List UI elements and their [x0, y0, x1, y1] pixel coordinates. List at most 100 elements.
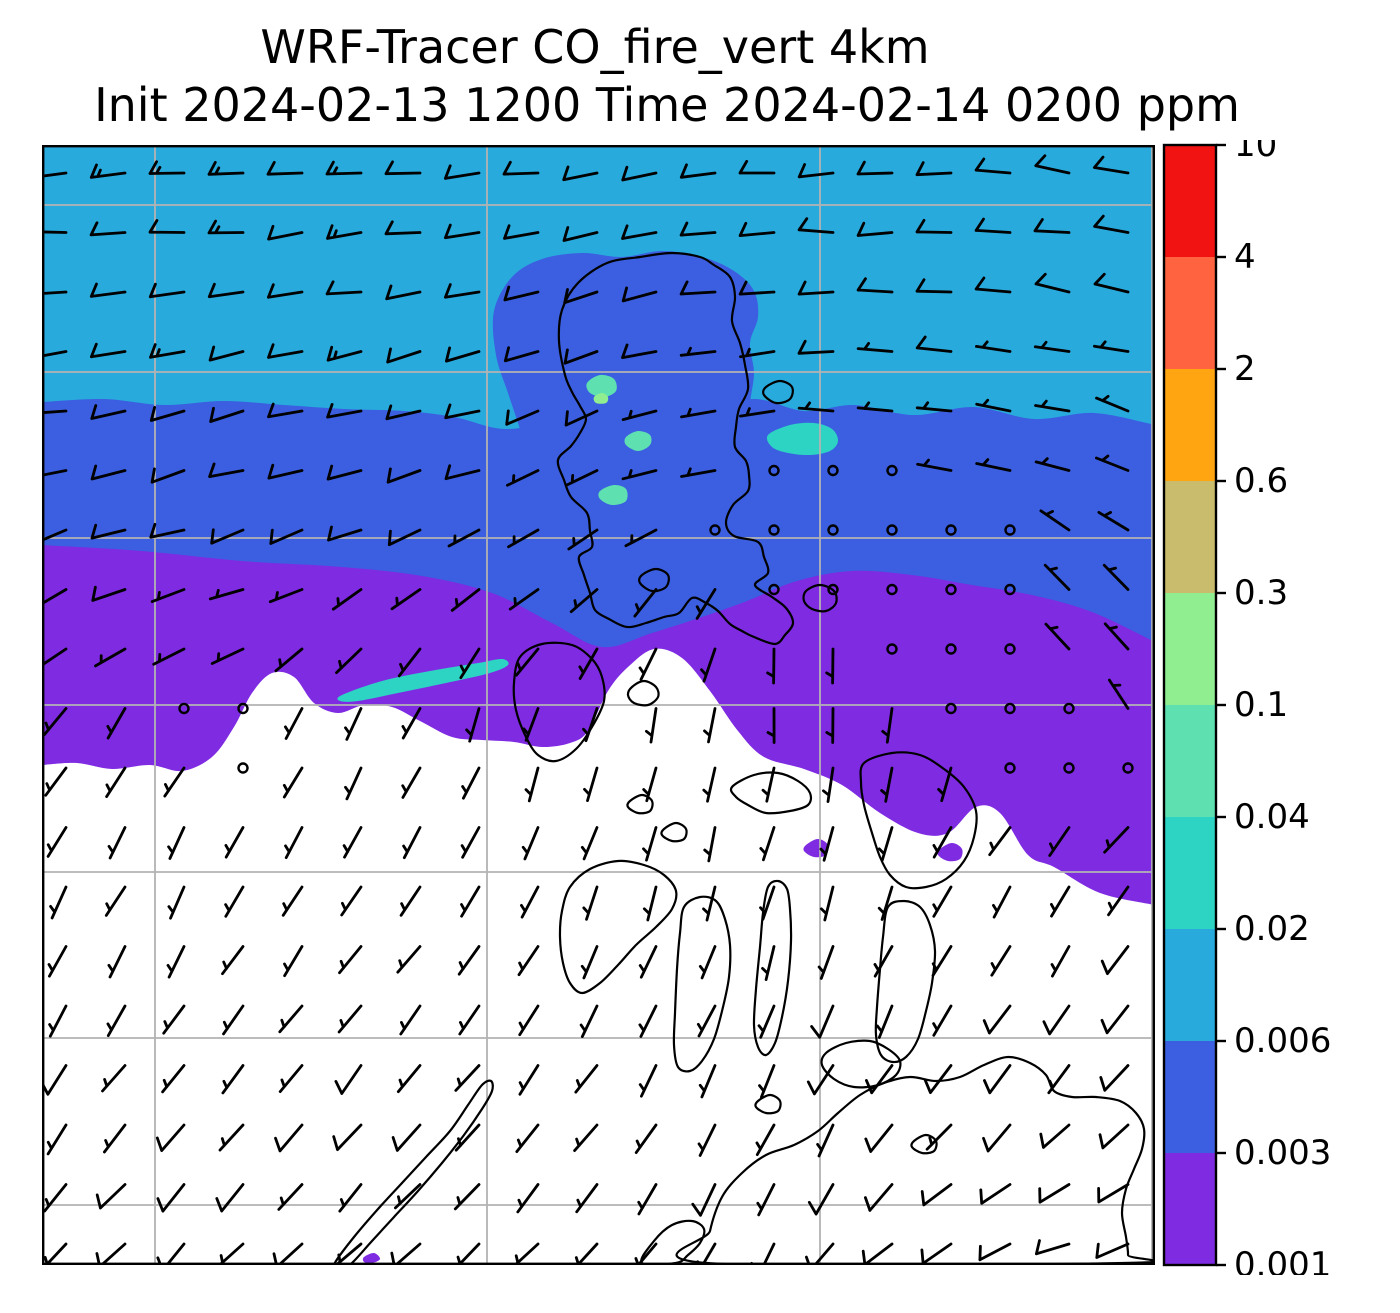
- wind-barb: [386, 467, 422, 484]
- wind-barb: [877, 885, 894, 921]
- wind-barb: [1095, 1242, 1130, 1259]
- coastline-mindanao: [675, 1055, 1155, 1265]
- purple-speck-bottom: [362, 1252, 381, 1264]
- wind-barb: [167, 885, 186, 920]
- wind-barb: [621, 286, 658, 303]
- coastline-negros: [672, 895, 732, 1073]
- wind-barb: [457, 945, 481, 976]
- wind-barb: [679, 163, 717, 179]
- wind-barb: [344, 766, 363, 801]
- wind-barb: [645, 707, 658, 744]
- wind-barb: [284, 707, 304, 740]
- wind-barb: [150, 467, 186, 484]
- wind-barb: [974, 217, 1012, 234]
- wind-barb: [797, 280, 835, 296]
- wind-barb: [152, 647, 186, 666]
- coastline-luzon: [556, 251, 795, 646]
- lightgreen-speck: [593, 393, 609, 404]
- colorbar-segment: [1164, 705, 1216, 818]
- wind-barb: [326, 345, 363, 362]
- wind-barb: [739, 407, 776, 418]
- colorbar-tick-label: 0.3: [1234, 573, 1288, 613]
- wind-barb: [696, 1004, 717, 1038]
- calm-wind-circle: [945, 643, 957, 655]
- wind-barb: [274, 647, 304, 673]
- coastline-cebu: [752, 879, 793, 1057]
- wind-barb: [758, 1064, 776, 1099]
- wind-barb: [806, 1064, 835, 1096]
- wind-barb: [334, 1064, 363, 1095]
- wind-barb: [817, 945, 835, 980]
- wind-barb: [925, 1123, 953, 1151]
- wind-barb: [447, 528, 481, 548]
- wind-barb: [700, 647, 717, 683]
- wind-barb: [344, 707, 363, 741]
- calm-wind-circle: [1004, 643, 1016, 655]
- wind-barb: [335, 647, 363, 674]
- wind-barb: [42, 588, 68, 606]
- coastline-zamboanga-lobe: [640, 1219, 706, 1265]
- wind-barb: [162, 1004, 186, 1035]
- wind-barb: [283, 945, 304, 978]
- wind-barb: [331, 588, 363, 611]
- wind-barb: [332, 1123, 363, 1151]
- wind-barb: [107, 945, 127, 979]
- wind-barb: [43, 1183, 68, 1213]
- wind-barb: [445, 346, 481, 363]
- colorbar-segment: [1164, 257, 1216, 370]
- wind-barb: [1095, 394, 1130, 413]
- wind-barb: [266, 160, 304, 176]
- wind-barb: [1033, 218, 1071, 234]
- wind-barb: [621, 469, 658, 481]
- wind-barb: [703, 826, 717, 863]
- wind-barb: [865, 1064, 894, 1095]
- wind-barb: [326, 464, 363, 481]
- wind-barb: [988, 826, 1012, 857]
- wind-barb: [454, 1064, 481, 1092]
- wind-barb: [161, 1064, 186, 1094]
- concentration-field: [42, 145, 1155, 1264]
- wind-barb: [148, 219, 186, 234]
- wind-barb: [856, 342, 894, 353]
- wind-barb: [460, 826, 481, 859]
- wind-barb: [702, 766, 717, 803]
- wind-barb: [880, 766, 894, 803]
- wind-barb: [325, 160, 363, 176]
- colorbar-tick-label: 0.1: [1234, 685, 1288, 725]
- wind-barb: [1099, 1064, 1130, 1092]
- colorbar-segment: [1164, 369, 1216, 482]
- wind-barb: [267, 402, 304, 419]
- wind-barb: [761, 945, 776, 981]
- wind-barb: [521, 826, 540, 861]
- wind-barb: [156, 1183, 186, 1213]
- wind-barb: [920, 1242, 953, 1265]
- wind-barb: [163, 766, 186, 798]
- wind-barb: [822, 766, 835, 803]
- calm-wind-circle: [709, 524, 721, 536]
- wind-barb: [633, 588, 658, 618]
- wind-barb: [208, 588, 245, 601]
- wind-barb: [797, 163, 835, 179]
- wind-barb: [567, 528, 599, 551]
- wind-barb: [574, 1064, 599, 1094]
- wind-barb: [460, 885, 481, 918]
- wind-barb: [1034, 154, 1071, 175]
- wind-barb: [810, 1004, 835, 1039]
- wind-barb: [515, 647, 540, 677]
- wind-barb: [399, 885, 422, 917]
- wind-barb: [638, 945, 658, 979]
- wind-barb: [1093, 272, 1130, 294]
- coastline-mindoro: [512, 641, 606, 763]
- wind-barb: [338, 1183, 363, 1213]
- coastline-panay: [558, 859, 678, 995]
- wind-barb: [1042, 1004, 1071, 1036]
- colorbar-segment: [1164, 481, 1216, 594]
- wind-barb: [337, 1004, 363, 1034]
- wind-barb: [621, 409, 658, 421]
- wind-barb: [267, 224, 304, 241]
- coastline-marinduque: [626, 679, 660, 707]
- wind-barb: [583, 766, 599, 802]
- wind-barb: [224, 826, 245, 859]
- wind-barb: [342, 826, 363, 859]
- wind-barb: [46, 1123, 68, 1156]
